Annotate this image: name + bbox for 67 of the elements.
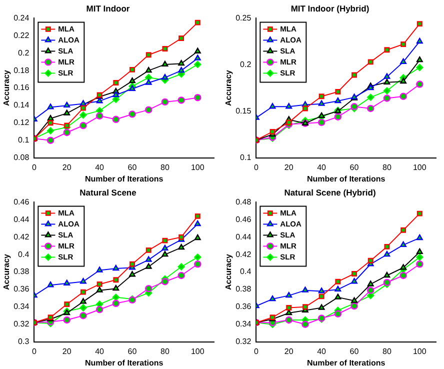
y-tick-label: 0.32 [14,320,30,329]
x-tick-label: 80 [160,346,170,356]
x-tick-label: 80 [382,346,392,356]
x-tick-label: 0 [32,162,37,172]
x-tick-label: 40 [317,346,327,356]
x-tick-label: 20 [284,346,294,356]
y-tick-label: 0.38 [14,267,30,276]
y-tick-label: 0.4 [240,267,252,276]
x-tick-label: 0 [254,162,259,172]
x-tick-label: 100 [412,346,427,356]
y-tick-label: 0.1 [18,136,30,145]
x-tick-label: 80 [160,162,170,172]
y-tick-label: 0.22 [14,30,30,40]
x-tick-label: 100 [412,162,427,172]
y-tick-label: 0.18 [14,66,30,75]
y-tick-label: 0.14 [14,100,30,110]
y-tick-label: 0.38 [236,284,252,294]
chart-title: Natural Scene (Hybrid) [284,187,376,198]
x-tick-label: 20 [284,162,294,172]
x-tick-label: 60 [128,162,138,172]
x-tick-label: 0 [254,346,259,356]
x-axis-title: Number of Iterations [84,174,164,184]
y-tick-label: 0.16 [14,83,30,92]
x-tick-label: 60 [350,346,360,356]
y-tick-label: 0.34 [14,302,30,312]
y-tick-label: 0.24 [14,13,30,22]
x-axis-title: Number of Iterations [84,358,164,368]
x-tick-label: 80 [382,162,392,172]
y-axis-title: Accuracy [224,69,234,106]
chart-title: Natural Scene [80,187,137,198]
x-tick-label: 20 [62,346,72,356]
chart-title: MIT Indoor [86,3,130,14]
y-tick-label: 0.15 [236,106,252,116]
x-tick-label: 60 [128,346,138,356]
y-tick-label: 0.46 [236,214,252,224]
y-tick-label: 0.1 [240,153,252,162]
y-tick-label: 0.08 [14,153,30,162]
y-axis-title: Accuracy [2,69,12,106]
x-tick-label: 40 [317,162,327,172]
y-tick-label: 0.3 [18,337,30,346]
x-tick-label: 100 [190,346,205,356]
x-tick-label: 60 [350,162,360,172]
y-tick-label: 0.2 [240,60,252,69]
y-axis-title: Accuracy [224,253,234,290]
y-tick-label: 0.42 [14,232,30,242]
y-tick-label: 0.12 [14,118,30,128]
chart-title: MIT Indoor (Hybrid) [290,3,370,14]
y-tick-label: 0.44 [236,232,252,242]
y-tick-label: 0.48 [236,197,252,206]
y-tick-label: 0.2 [18,48,30,58]
x-tick-label: 40 [95,346,105,356]
y-tick-label: 0.25 [236,13,252,22]
x-tick-label: 20 [62,162,72,172]
y-tick-label: 0.36 [236,302,252,312]
x-tick-label: 100 [190,162,205,172]
y-tick-label: 0.44 [14,214,30,224]
x-axis-title: Number of Iterations [306,358,386,368]
y-tick-label: 0.42 [236,250,252,259]
x-axis-title: Number of Iterations [306,174,386,184]
y-tick-label: 0.4 [18,250,30,259]
y-tick-label: 0.32 [236,337,252,346]
x-tick-label: 0 [32,346,37,356]
y-tick-label: 0.36 [14,284,30,294]
y-tick-label: 0.34 [236,320,252,329]
y-axis-title: Accuracy [2,253,12,290]
x-tick-label: 40 [95,162,105,172]
y-tick-label: 0.46 [14,197,30,206]
